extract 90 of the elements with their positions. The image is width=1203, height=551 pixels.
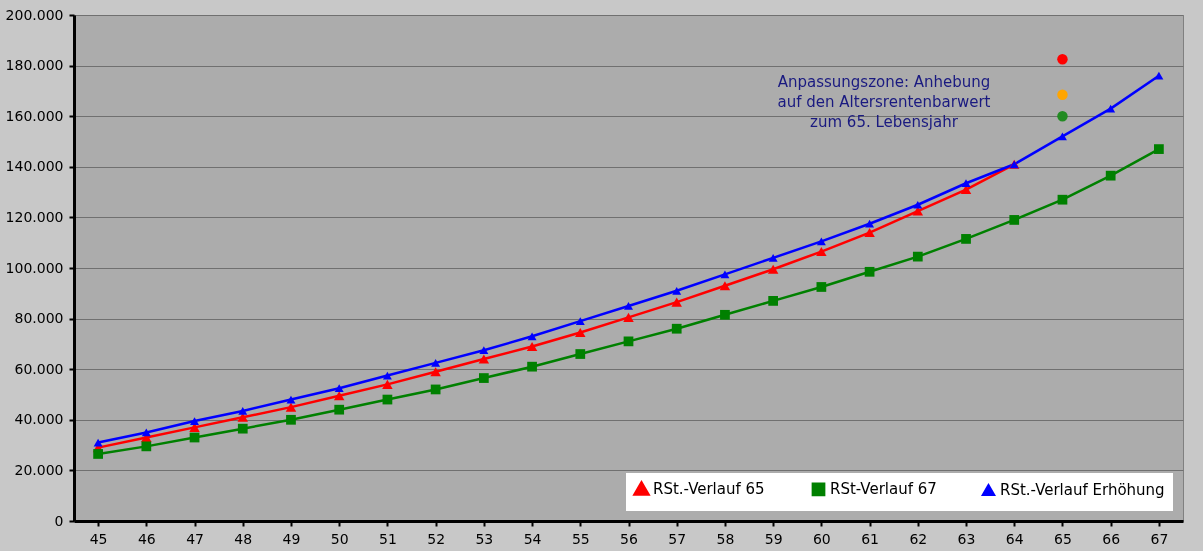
x-tick-label: 48 — [234, 530, 253, 547]
point — [575, 317, 585, 325]
y-tick-label: 120.000 — [5, 208, 64, 225]
y-tick-label: 0 — [54, 512, 64, 529]
point — [768, 254, 778, 262]
point — [767, 264, 779, 274]
point — [816, 247, 827, 257]
x-tick-label: 55 — [571, 530, 590, 547]
point — [864, 266, 875, 277]
point — [816, 237, 826, 246]
y-tick-label: 80.000 — [14, 310, 64, 327]
x-tick-label: 59 — [764, 530, 783, 547]
point — [93, 449, 103, 459]
x-tick-label: 56 — [620, 530, 638, 547]
point — [864, 228, 875, 238]
point — [961, 179, 971, 188]
legend-label: RSt-Verlauf 67 — [830, 480, 937, 499]
x-tick-label: 46 — [137, 530, 156, 547]
point — [141, 441, 152, 452]
x-tick-label: 67 — [1150, 530, 1169, 547]
legend-label: RSt.-Verlauf Erhöhung — [1000, 481, 1165, 500]
x-tick-label: 50 — [330, 530, 349, 547]
point — [1154, 144, 1164, 154]
point — [720, 309, 730, 320]
x-tick-label: 61 — [861, 530, 879, 547]
point — [478, 373, 489, 383]
point — [526, 341, 538, 351]
x-tick-label: 60 — [812, 530, 831, 547]
x-tick-label: 66 — [1102, 530, 1121, 547]
x-tick-label: 64 — [1005, 530, 1024, 547]
point — [1057, 194, 1068, 205]
point — [575, 327, 586, 338]
y-tick-label: 140.000 — [5, 158, 64, 175]
x-tick-label: 65 — [1054, 530, 1072, 547]
point — [431, 359, 441, 367]
point — [575, 349, 586, 359]
point — [430, 367, 441, 377]
point — [671, 297, 682, 307]
point — [382, 379, 393, 389]
legend-label: RSt.-Verlauf 65 — [653, 479, 765, 498]
x-tick-label: 62 — [909, 530, 928, 547]
x-tick-label: 58 — [716, 530, 735, 547]
point — [238, 407, 248, 415]
point — [671, 323, 682, 334]
x-tick-label: 51 — [379, 530, 397, 547]
point — [720, 270, 730, 279]
point — [1009, 215, 1020, 225]
x-tick-label: 52 — [427, 530, 446, 547]
point — [865, 219, 875, 228]
point — [672, 286, 682, 295]
point — [430, 384, 441, 395]
x-tick-label: 47 — [186, 530, 204, 547]
point — [816, 282, 827, 292]
y-tick-label: 160.000 — [5, 107, 64, 124]
point — [190, 417, 200, 425]
x-tick-label: 63 — [957, 530, 976, 547]
point — [333, 391, 345, 401]
y-tick-label: 180.000 — [5, 57, 64, 74]
point — [913, 200, 923, 209]
x-tick-label: 53 — [475, 530, 494, 547]
y-tick-label: 100.000 — [5, 259, 64, 276]
point — [141, 428, 151, 437]
point — [1057, 132, 1067, 141]
y-tick-label: 40.000 — [14, 411, 64, 428]
point — [623, 312, 634, 322]
annotation: Anpassungszone: Anhebung auf den Altersrentenbarwert zum 65. Lebensjahr — [777, 73, 991, 131]
point — [623, 336, 634, 347]
x-tick-label: 49 — [282, 530, 301, 547]
y-tick-label: 60.000 — [14, 360, 64, 377]
point — [286, 414, 296, 425]
point — [527, 361, 537, 372]
point — [478, 354, 490, 364]
point — [961, 234, 971, 244]
point — [1105, 170, 1116, 181]
point — [912, 251, 923, 262]
y-tick-label: 200.000 — [5, 6, 64, 23]
x-tick-label: 45 — [89, 530, 108, 547]
x-tick-label: 57 — [668, 530, 687, 547]
point — [237, 423, 248, 434]
point — [768, 296, 779, 306]
x-tick-label: 54 — [523, 530, 542, 547]
y-tick-label: 20.000 — [14, 461, 64, 478]
point — [285, 402, 297, 412]
point — [527, 332, 537, 341]
point — [479, 346, 489, 355]
point — [334, 384, 344, 393]
point — [719, 281, 731, 291]
point — [334, 404, 345, 415]
point — [624, 302, 633, 310]
point — [1154, 71, 1164, 80]
